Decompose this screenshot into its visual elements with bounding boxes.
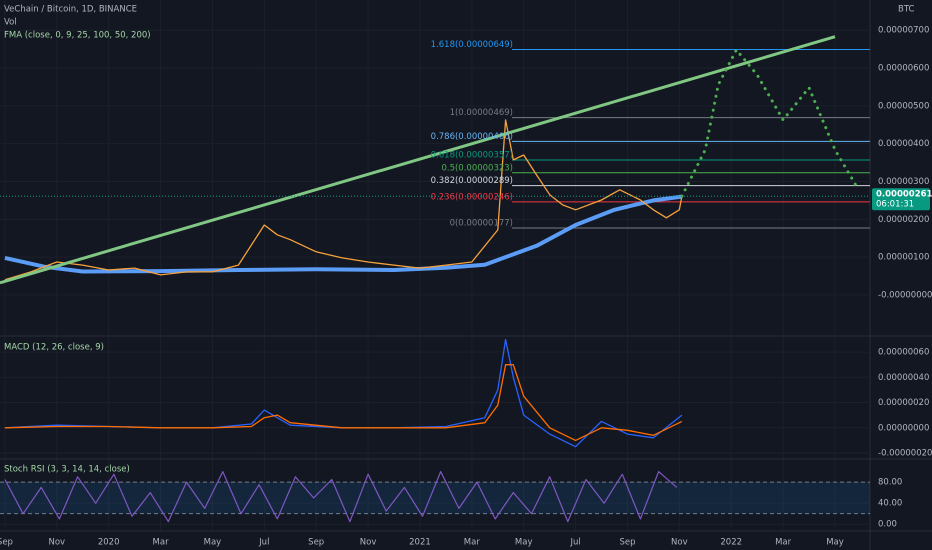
- pane-title: Stoch RSI (3, 3, 14, 14, close): [4, 465, 130, 475]
- x-tick-label: Mar: [464, 538, 481, 548]
- y-tick-label: -0.00000000: [878, 290, 932, 300]
- axis-unit: BTC: [898, 5, 915, 15]
- y-tick-label: 0.00000700: [878, 26, 929, 36]
- series-line: [4, 194, 683, 274]
- fib-label: 1(0.00000469): [450, 108, 513, 118]
- x-tick-label: 2020: [98, 538, 120, 548]
- last-price-label: 0.00000261: [876, 190, 932, 200]
- x-tick-label: Jul: [258, 538, 269, 548]
- x-tick-label: 2021: [409, 538, 431, 548]
- fib-label: 0.382(0.00000289): [431, 176, 513, 186]
- series-line: [0, 35, 836, 285]
- x-tick-label: Mar: [775, 538, 792, 548]
- x-tick-label: Jul: [569, 538, 580, 548]
- y-tick-label: 0.00000000: [878, 423, 929, 433]
- x-tick-label: Nov: [49, 538, 66, 548]
- x-tick-label: Sep: [308, 538, 324, 548]
- y-tick-label: 80.00: [878, 478, 902, 488]
- y-tick-label: 0.00000040: [878, 373, 929, 383]
- y-tick-label: 0.00000500: [878, 101, 929, 111]
- fib-label: 0.786(0.00000406): [431, 132, 513, 142]
- fib-label: 1.618(0.00000649): [431, 40, 513, 50]
- y-tick-label: 40.00: [878, 499, 902, 509]
- x-tick-label: May: [515, 538, 533, 548]
- fib-label: 0(0.00000177): [450, 218, 513, 228]
- x-tick-label: Sep: [0, 538, 13, 548]
- fib-label: 0.618(0.00000357): [431, 150, 513, 160]
- x-tick-label: Sep: [619, 538, 635, 548]
- band-fill: [0, 482, 870, 514]
- y-tick-label: 0.00000600: [878, 64, 929, 74]
- indicator-label: Vol: [4, 18, 17, 28]
- chart-title: VeChain / Bitcoin, 1D, BINANCE: [4, 5, 137, 15]
- y-tick-label: 0.00000020: [878, 398, 929, 408]
- x-tick-label: 2022: [720, 538, 742, 548]
- y-tick-label: 0.00000300: [878, 177, 929, 187]
- x-tick-label: Mar: [153, 538, 170, 548]
- series-line: [4, 471, 678, 523]
- countdown-label: 06:01:31: [876, 200, 914, 210]
- series-line: [4, 119, 683, 281]
- pane-title: MACD (12, 26, close, 9): [4, 343, 104, 353]
- y-tick-label: 0.00: [878, 520, 897, 530]
- x-tick-label: May: [204, 538, 222, 548]
- labels: VeChain / Bitcoin, 1D, BINANCE Vol FMA (…: [0, 5, 932, 548]
- series-line: [4, 364, 683, 442]
- series-line: [680, 48, 858, 198]
- x-tick-label: May: [826, 538, 844, 548]
- last-price-badge: [872, 188, 930, 211]
- marks: [0, 35, 870, 523]
- x-tick-label: Nov: [360, 538, 377, 548]
- fib-label: 0.236(0.00000246): [431, 192, 513, 202]
- indicator-label: FMA (close, 0, 9, 25, 100, 50, 200): [4, 31, 151, 41]
- x-tick-label: Nov: [671, 538, 688, 548]
- y-tick-label: 0.00000100: [878, 253, 929, 263]
- y-tick-label: 0.00000200: [878, 215, 929, 225]
- y-tick-label: -0.00000020: [878, 448, 932, 458]
- y-tick-label: 0.00000060: [878, 348, 929, 358]
- y-tick-label: 0.00000400: [878, 139, 929, 149]
- fib-label: 0.5(0.00000323): [441, 163, 513, 173]
